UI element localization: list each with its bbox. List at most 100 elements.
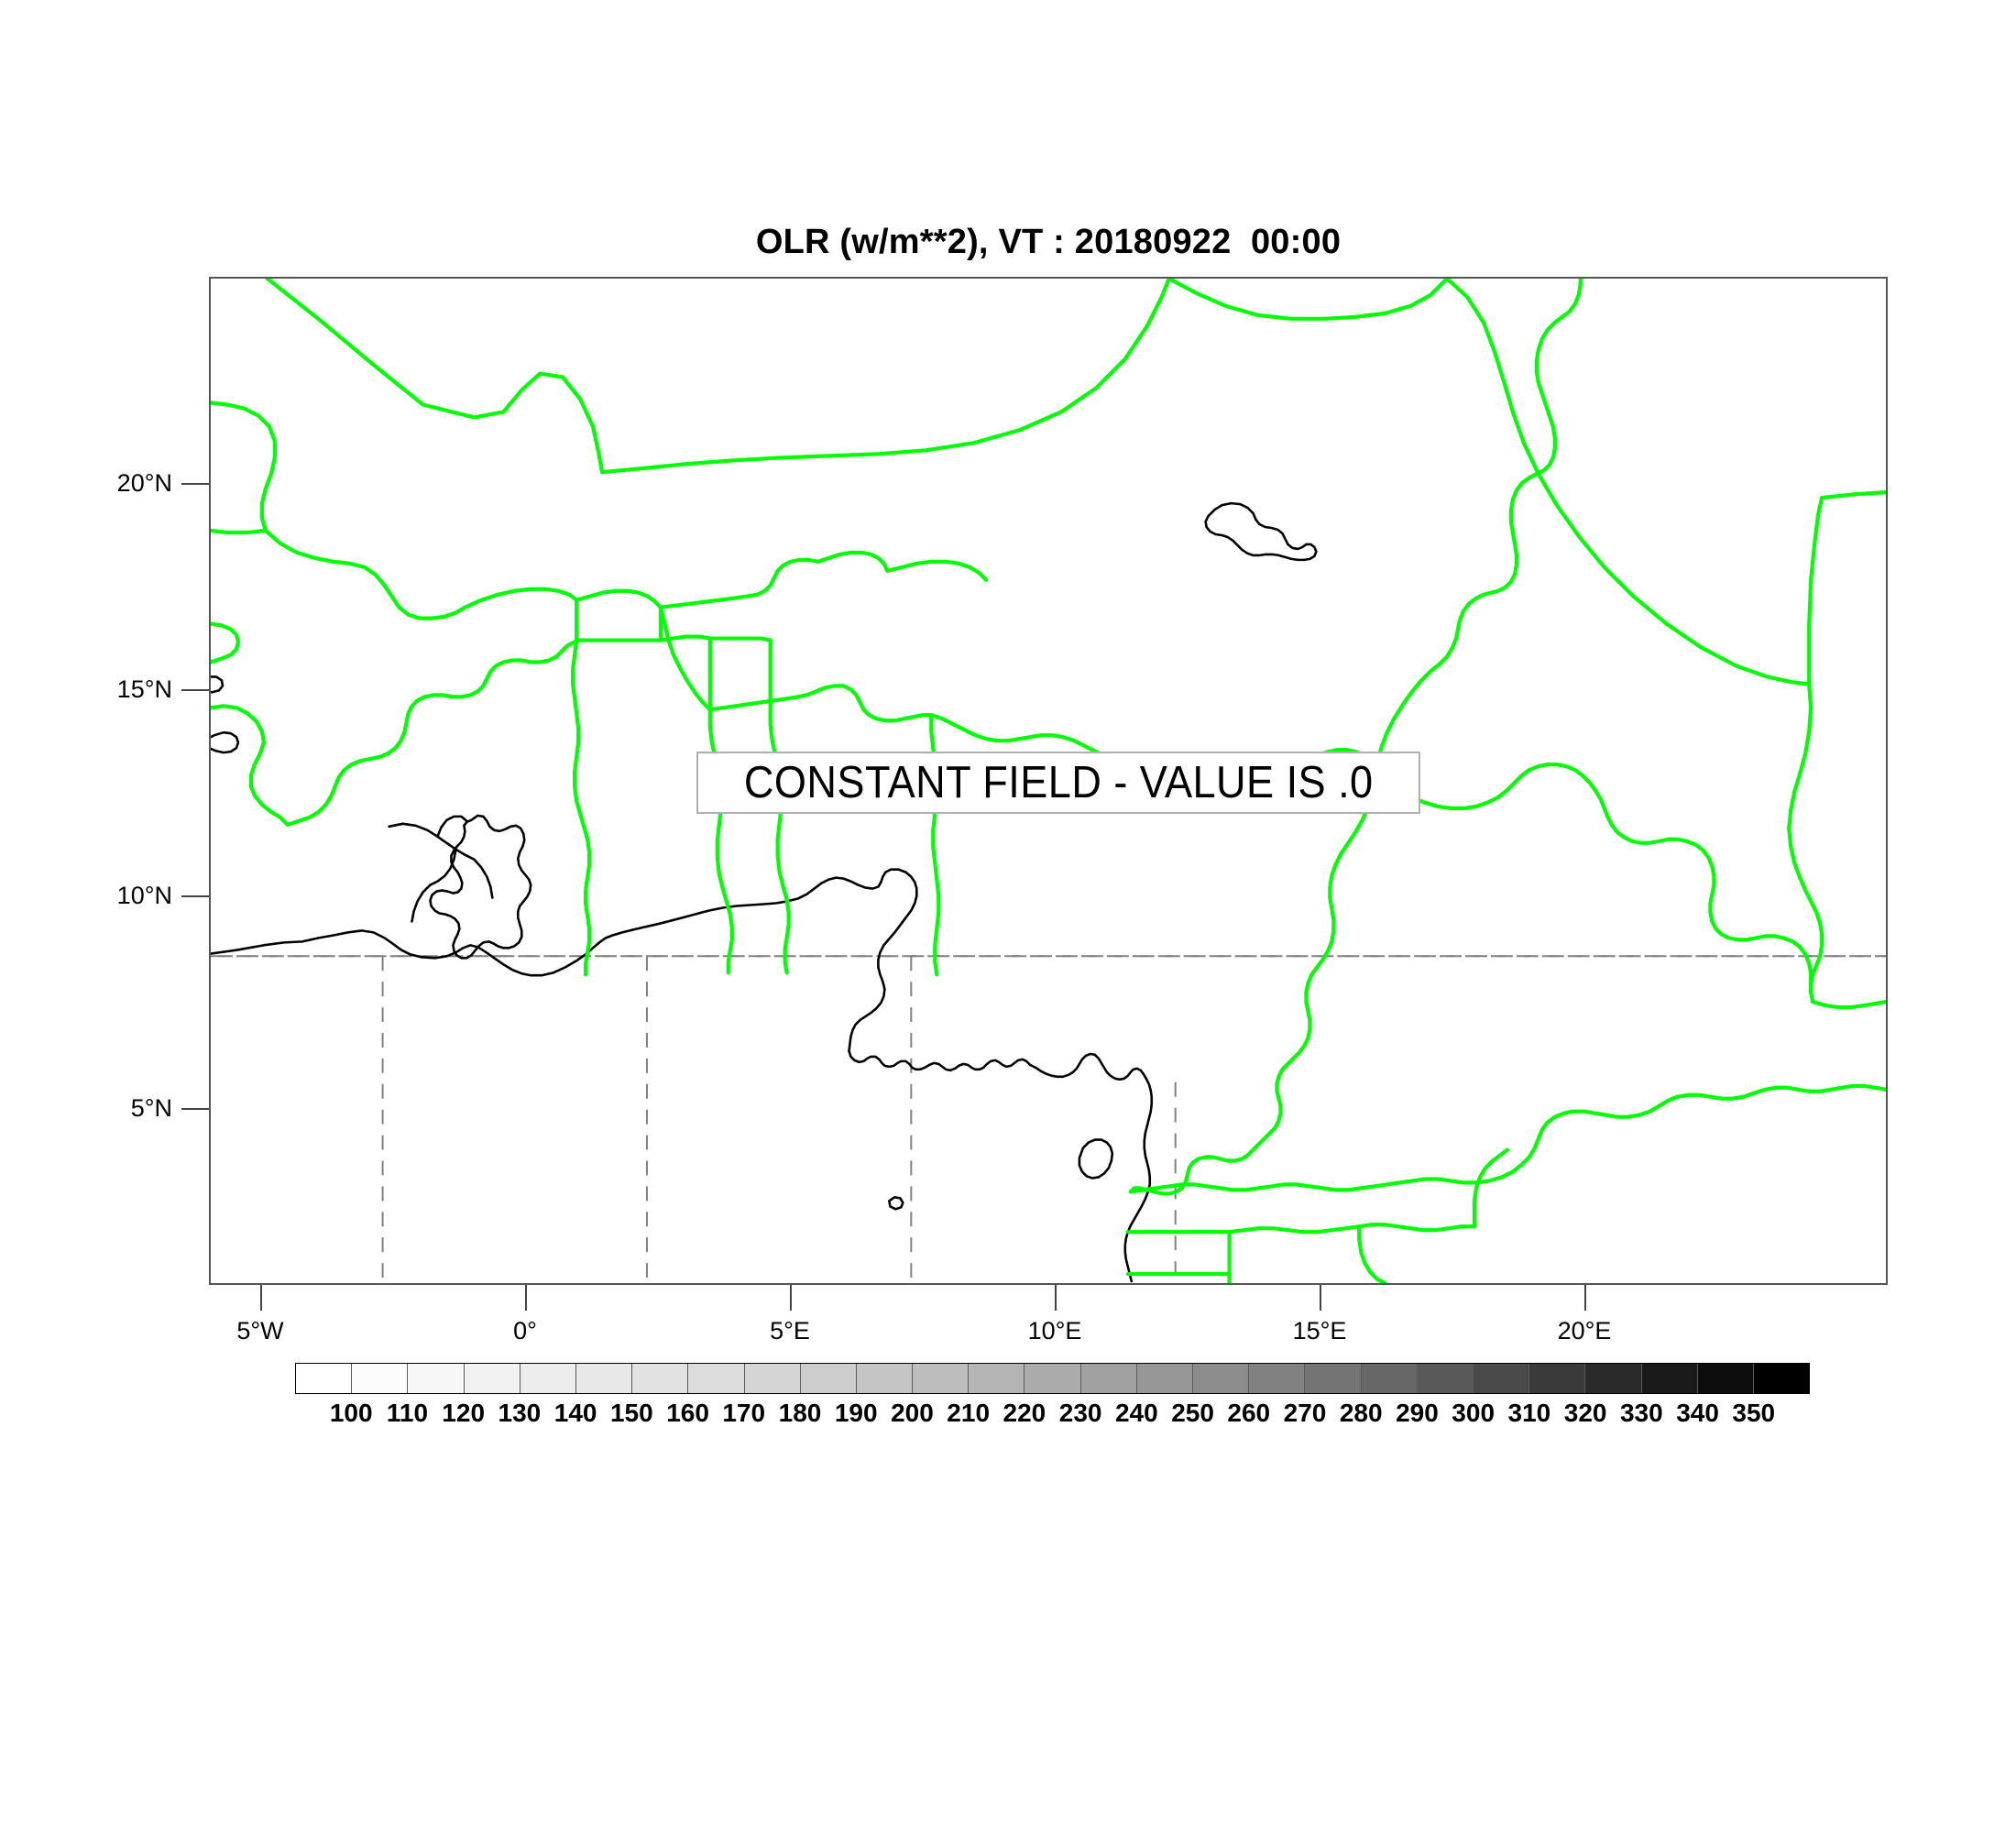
border-niger-chad-east: [1372, 279, 1583, 778]
colorbar-tick-label: 350: [1732, 1399, 1776, 1427]
border-guinea-sl: [211, 704, 266, 745]
colorbar-cell: [688, 1364, 745, 1393]
colorbar-tick-label: 320: [1563, 1399, 1607, 1427]
border-mali-burkina-n: [575, 588, 663, 609]
islet-bissagos-b: [211, 675, 225, 694]
border-algeria-niger-north: [1167, 279, 1450, 321]
gridlines: [211, 955, 1886, 1283]
border-liberia-ne: [252, 793, 290, 827]
colorbar-tick-label: 100: [329, 1399, 373, 1427]
coast-gulf-guinea: [211, 868, 918, 1053]
border-gabon-congo: [1357, 1224, 1387, 1283]
xtick-mark-20e: [1584, 1285, 1586, 1311]
border-congo-car-w: [1472, 1147, 1509, 1229]
coast-niger-delta: [848, 1049, 1032, 1072]
colorbar-labels: 100 110 120 130 140 150 160 170 180 190 200 210 220 2…: [295, 1399, 1810, 1435]
volta-river-east: [473, 858, 494, 899]
colorbar-tick-label: 250: [1171, 1399, 1214, 1427]
border-burkina-niger-n: [658, 557, 820, 609]
colorbar-cell: [1249, 1364, 1306, 1393]
border-guinea-bissau: [211, 621, 241, 664]
colorbar-cell: [1473, 1364, 1530, 1393]
border-libya-chad-west: [1807, 496, 1824, 686]
colorbar-cell: [632, 1364, 689, 1393]
ytick-label-20n: 20°N: [116, 469, 172, 497]
colorbar-tick-label: 310: [1507, 1399, 1551, 1427]
colorbar-cell: [1585, 1364, 1642, 1393]
colorbar-tick-label: 240: [1114, 1399, 1158, 1427]
coast-cameroon: [1028, 1052, 1154, 1283]
colorbar-cell: [800, 1364, 857, 1393]
colorbar-tick-label: 330: [1619, 1399, 1663, 1427]
border-sierra-leone: [248, 741, 266, 798]
colorbar-tick-label: 290: [1396, 1399, 1439, 1427]
colorbar-tick-label: 220: [1003, 1399, 1046, 1427]
border-burkina-togo: [658, 634, 712, 712]
colorbar-tick-label: 110: [386, 1399, 429, 1427]
colorbar-cell: [1529, 1364, 1586, 1393]
colorbar-cell: [408, 1364, 465, 1393]
ytick-mark-15n: [181, 689, 209, 691]
colorbar-tick-label: 170: [722, 1399, 766, 1427]
ytick-label-15n: 15°N: [116, 675, 172, 703]
colorbar-cell: [1641, 1364, 1698, 1393]
lake-volta-outline: [429, 814, 532, 960]
colorbar-cell: [520, 1364, 576, 1393]
colorbar: [295, 1363, 1810, 1394]
xtick-label-15e: 15°E: [1292, 1317, 1347, 1345]
colorbar-tick-label: 150: [609, 1399, 653, 1427]
colorbar-cell: [1753, 1364, 1810, 1393]
border-togo-benin: [768, 706, 791, 975]
xtick-mark-5w: [260, 1285, 262, 1311]
colorbar-cell: [969, 1364, 1025, 1393]
xtick-label-5e: 5°E: [770, 1317, 810, 1345]
border-togo-ghana: [707, 708, 734, 975]
border-niger-benin-n: [707, 693, 809, 712]
volta-river-north: [436, 815, 468, 839]
xtick-mark-10e: [1055, 1285, 1057, 1311]
border-mali-mauritania-se: [263, 528, 467, 620]
border-car-south: [1128, 1083, 1886, 1194]
colorbar-tick-label: 340: [1676, 1399, 1719, 1427]
border-niger-libya: [1444, 279, 1812, 686]
xtick-mark-15e: [1320, 1285, 1321, 1311]
constant-field-annotation: CONSTANT FIELD - VALUE IS .0: [696, 752, 1420, 814]
xtick-mark-5e: [790, 1285, 792, 1311]
colorbar-cell: [744, 1364, 801, 1393]
border-mauritania-senegal: [211, 528, 268, 535]
border-cameroon-gabon: [1227, 1224, 1362, 1235]
xtick-mark-0: [525, 1285, 527, 1311]
border-burkina-niger-w: [658, 605, 712, 712]
colorbar-tick-label: 200: [891, 1399, 934, 1427]
colorbar-tick-label: 260: [1227, 1399, 1271, 1427]
border-niger-nigeria-w: [805, 684, 934, 723]
colorbar-cell: [1697, 1364, 1754, 1393]
border-algeria-mali-niger: [599, 279, 1171, 475]
border-sudan-car: [1811, 1000, 1886, 1010]
border-cotedivoire-ghana: [571, 638, 592, 977]
border-mali-algeria-nw: [265, 279, 605, 475]
border-burkina-benin: [707, 636, 772, 710]
ytick-mark-5n: [181, 1108, 209, 1110]
xtick-label-20e: 20°E: [1557, 1317, 1612, 1345]
colorbar-cell: [1080, 1364, 1137, 1393]
colorbar-tick-label: 120: [442, 1399, 486, 1427]
ytick-label-5n: 5°N: [130, 1094, 172, 1122]
colorbar-tick-label: 190: [834, 1399, 878, 1427]
colorbar-cell: [1417, 1364, 1474, 1393]
colorbar-cell: [1193, 1364, 1250, 1393]
colorbar-cell: [1361, 1364, 1418, 1393]
island-bioko: [1078, 1138, 1114, 1180]
border-niger-n2: [885, 559, 989, 582]
island-sao-tome: [888, 1196, 904, 1211]
colorbar-tick-label: 130: [498, 1399, 542, 1427]
border-cotedivoire-guinea: [285, 638, 579, 827]
border-nigeria-cameroon: [1128, 773, 1376, 1196]
page-title: OLR (w/m**2), VT : 20180922 00:00: [755, 223, 1342, 261]
colorbar-cell: [575, 1364, 633, 1393]
ytick-mark-20n: [181, 483, 209, 485]
constant-field-text: CONSTANT FIELD - VALUE IS .0: [743, 758, 1374, 807]
xtick-label-0: 0°: [513, 1317, 537, 1345]
colorbar-tick-label: 160: [666, 1399, 709, 1427]
colorbar-tick-label: 270: [1283, 1399, 1327, 1427]
